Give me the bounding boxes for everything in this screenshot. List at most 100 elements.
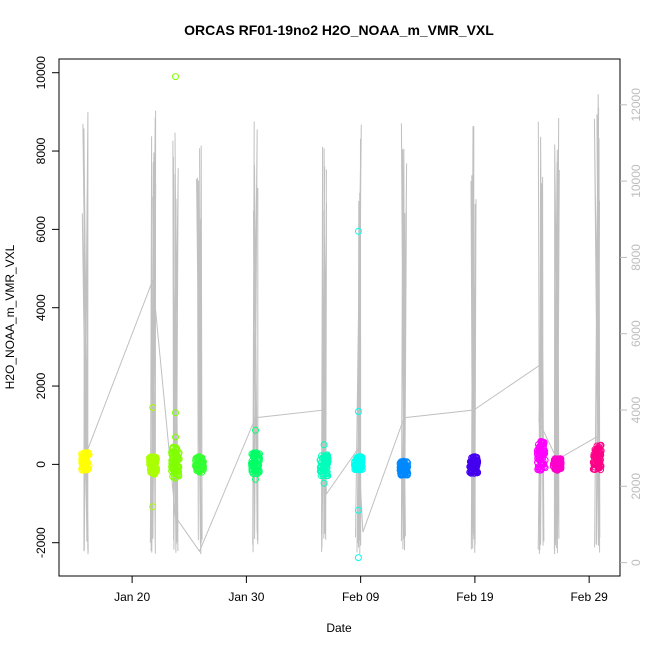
- plot-frame: [58, 58, 621, 577]
- altitude-trace-6: [355, 124, 362, 555]
- data-point-outlier: [354, 554, 362, 562]
- flight-points-7: [396, 457, 412, 479]
- data-point: [172, 450, 180, 458]
- y2-tick-label: 0: [629, 559, 643, 566]
- flight-points-3: [192, 453, 207, 476]
- data-point: [401, 461, 409, 469]
- flight-points-10: [549, 455, 565, 474]
- data-point: [356, 455, 364, 463]
- altitude-trace-5: [321, 146, 327, 553]
- altitude-trace-8: [470, 126, 477, 553]
- x-tick-label: Feb 29: [570, 590, 608, 604]
- data-point: [467, 468, 475, 476]
- data-point: [323, 472, 331, 480]
- data-point: [171, 474, 179, 482]
- data-point: [250, 449, 258, 457]
- data-point: [175, 449, 183, 457]
- y2-tick-label: 8000: [629, 244, 643, 271]
- y2-tick-label: 2000: [629, 473, 643, 500]
- data-point: [193, 459, 201, 467]
- data-point: [82, 449, 90, 457]
- data-point: [255, 461, 263, 469]
- flight-points-6: [350, 227, 366, 562]
- data-point: [398, 458, 406, 466]
- x-tick-label: Feb 19: [456, 590, 494, 604]
- data-point: [81, 461, 88, 468]
- data-point: [251, 450, 259, 457]
- data-point: [174, 456, 182, 464]
- altitude-trace-11: [593, 94, 601, 553]
- data-point: [533, 447, 541, 455]
- y-tick-label: 10000: [34, 56, 48, 90]
- secondary-y-axis: 0 2000 4000 6000 8000 10000 12000: [620, 88, 643, 566]
- plot-area: [78, 73, 605, 562]
- x-tick-label: Jan 30: [228, 590, 264, 604]
- y-axis-label: H2O_NOAA_m_VMR_VXL: [3, 244, 17, 389]
- data-point-outlier: [320, 479, 328, 487]
- data-point: [152, 464, 160, 472]
- data-point-outlier: [354, 227, 362, 235]
- data-point: [323, 454, 331, 462]
- data-point: [594, 463, 602, 471]
- y-tick-label: 6000: [34, 216, 48, 243]
- data-point: [192, 464, 200, 471]
- data-point: [255, 466, 263, 474]
- data-point: [168, 451, 176, 459]
- altitude-trace-1: [149, 110, 157, 554]
- data-point-outlier: [354, 408, 362, 415]
- data-point: [550, 459, 558, 467]
- data-point-outlier: [252, 475, 259, 483]
- data-point: [593, 449, 601, 457]
- data-point: [469, 454, 477, 462]
- flight-points-11: [589, 441, 605, 474]
- x-axis-label: Date: [326, 621, 352, 635]
- data-point: [250, 460, 258, 468]
- data-point: [589, 458, 597, 466]
- altitude-trace-9: [537, 121, 545, 554]
- y-tick-label: 8000: [34, 137, 48, 164]
- data-point: [150, 466, 158, 474]
- x-axis: Jan 20 Jan 30 Feb 09 Feb 19 Feb 29: [114, 575, 608, 604]
- altitude-trace-4: [252, 121, 259, 553]
- altitude-trace-3: [196, 145, 203, 554]
- data-point: [199, 459, 206, 467]
- altitude-trace-10: [553, 117, 560, 555]
- data-point: [147, 458, 155, 466]
- data-point: [534, 455, 542, 463]
- data-point-outlier: [320, 441, 328, 449]
- data-point-outlier: [172, 433, 179, 441]
- altitude-connector-line: [84, 280, 598, 553]
- data-point-outlier: [149, 503, 157, 511]
- y2-tick-label: 12000: [629, 88, 643, 122]
- data-point: [400, 457, 407, 465]
- data-point: [593, 446, 601, 453]
- data-point-outlier: [252, 426, 259, 434]
- data-point: [85, 465, 92, 473]
- y2-tick-label: 10000: [629, 164, 643, 198]
- data-point: [81, 465, 88, 473]
- flight-points-5: [316, 441, 332, 487]
- y-tick-label: 2000: [34, 372, 48, 399]
- y-tick-label: -2000: [34, 527, 48, 558]
- data-point: [473, 453, 481, 461]
- data-point: [193, 467, 201, 474]
- data-point-outlier: [354, 506, 362, 514]
- data-point: [354, 464, 362, 472]
- data-point: [198, 455, 206, 463]
- data-point: [594, 459, 601, 467]
- x-tick-label: Feb 09: [342, 590, 380, 604]
- data-point: [152, 454, 160, 462]
- data-point-outlier: [172, 73, 179, 81]
- y2-tick-label: 4000: [629, 396, 643, 423]
- chart-title: ORCAS RF01-19no2 H2O_NOAA_m_VMR_VXL: [184, 22, 494, 38]
- data-point: [469, 458, 477, 466]
- x-tick-label: Jan 20: [114, 590, 150, 604]
- altitude-trace-2: [172, 132, 179, 553]
- data-point: [471, 467, 479, 475]
- data-point: [467, 463, 474, 471]
- data-point: [199, 466, 207, 473]
- flight-points-0: [78, 449, 93, 474]
- data-point: [319, 465, 327, 473]
- altitude-trace-0: [81, 112, 89, 555]
